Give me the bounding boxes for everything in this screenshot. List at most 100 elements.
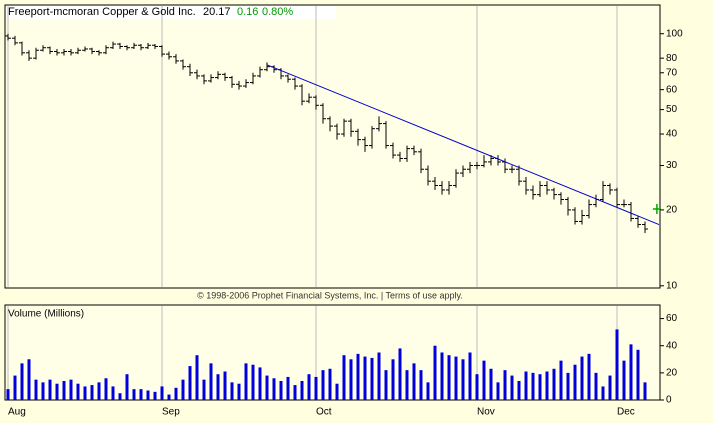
volume-bar [125,374,129,400]
volume-bar [286,376,290,400]
volume-bar [146,390,150,400]
volume-bar [104,378,108,400]
y-tick-label: 60 [666,84,678,95]
volume-bar [132,389,136,400]
volume-bar [447,355,451,400]
volume-bar [636,349,640,400]
volume-bar [195,355,199,400]
volume-bar [349,359,353,400]
volume-bar [314,376,318,400]
volume-bar [622,360,626,400]
volume-bar [545,371,549,400]
volume-bar [405,370,409,400]
volume-bar [328,368,332,400]
last-price: 20.17 [203,6,231,18]
volume-bar [76,383,80,400]
volume-bar [370,357,374,400]
volume-bar [433,345,437,400]
volume-bar [62,381,66,400]
y-tick-label: 100 [666,28,683,39]
y-tick-label: 80 [666,53,678,64]
volume-bar [342,355,346,400]
volume-bar [272,378,276,400]
volume-bar [223,371,227,400]
volume-bar [629,344,633,400]
volume-bar [90,385,94,400]
volume-bar [27,359,31,400]
volume-bar [426,382,430,400]
volume-bar [118,393,122,400]
volume-bar [496,382,500,400]
y-tick-label: 60 [666,313,678,324]
volume-panel [4,304,661,401]
volume-bar [363,356,367,400]
x-tick-label: Nov [477,407,495,418]
y-tick-label: 30 [666,160,678,171]
x-tick-label: Sep [162,407,180,418]
volume-title: Volume (Millions) [8,309,84,320]
volume-bar [482,360,486,400]
volume-bar [20,363,24,400]
volume-bar [412,363,416,400]
volume-bar [97,382,101,400]
volume-bar [335,383,339,400]
volume-bar [181,379,185,400]
volume-bar [13,375,17,400]
volume-bar [202,379,206,400]
volume-bar [377,352,381,400]
volume-bar [153,391,157,400]
volume-bar [643,382,647,400]
price-change: 0.16 [237,6,258,18]
volume-bar [503,370,507,400]
volume-bar [461,359,465,400]
volume-bar [552,368,556,400]
volume-bar [440,352,444,400]
volume-bar [559,360,563,400]
copyright: © 1998-2006 Prophet Financial Systems, I… [197,290,463,300]
volume-bar [300,381,304,400]
y-tick-label: 20 [666,367,678,378]
volume-bar [209,363,213,400]
volume-bar [237,383,241,400]
volume-bar [384,370,388,400]
volume-bar [524,371,528,400]
volume-bar [188,366,192,400]
volume-bar [615,329,619,400]
volume-bar [279,381,283,400]
header-box [6,6,336,19]
volume-bar [111,386,115,400]
volume-bar [216,374,220,400]
volume-bar [608,375,612,400]
volume-bar [244,363,248,400]
volume-bar [517,381,521,400]
volume-bar [48,379,52,400]
x-tick-label: Aug [8,407,26,418]
volume-bar [258,367,262,400]
y-tick-label: 40 [666,129,678,140]
volume-bar [573,364,577,400]
price-panel [4,4,661,289]
volume-bar [580,356,584,400]
y-tick-label: 50 [666,104,678,115]
volume-bar [321,370,325,400]
volume-bar [174,387,178,400]
y-tick-label: 10 [666,280,678,291]
volume-bar [160,386,164,400]
volume-bar [531,372,535,400]
y-tick-label: 70 [666,67,678,78]
volume-bar [293,385,297,400]
volume-bar [265,375,269,400]
marks [5,33,661,400]
volume-bar [6,389,10,400]
price-change-pct: 0.80% [262,6,293,18]
y-tick-label: 20 [666,205,678,216]
volume-bar [475,374,479,400]
volume-bar [398,348,402,400]
volume-bar [167,394,171,400]
volume-bar [601,386,605,400]
volume-bar [230,382,234,400]
volume-bar [454,356,458,400]
volume-bar [83,386,87,400]
volume-bar [468,352,472,400]
